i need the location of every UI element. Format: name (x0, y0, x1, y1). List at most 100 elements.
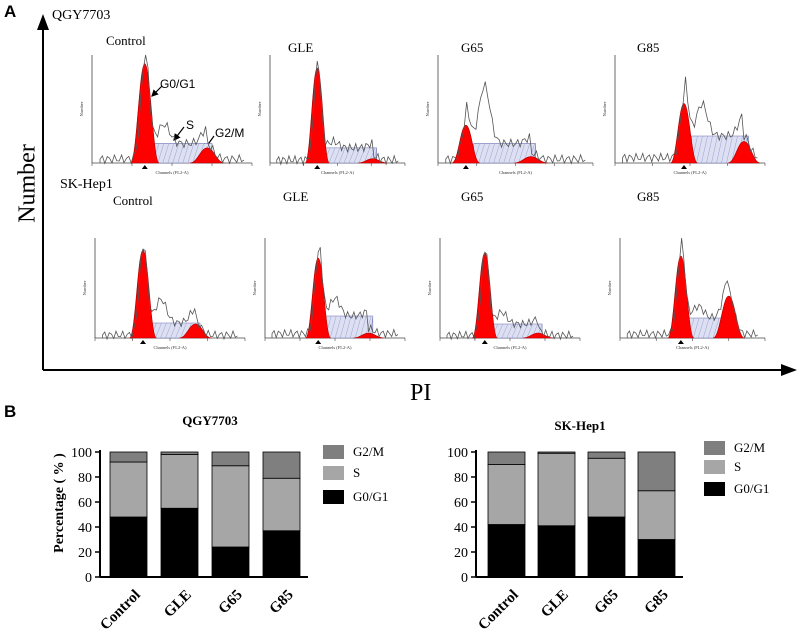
histogram-g0g1-peak (130, 63, 160, 164)
bar-chart-category-label: G85 (642, 587, 672, 617)
histogram-g2m-peak (712, 295, 745, 339)
histogram-marker (677, 340, 684, 344)
hist-title-qgy-g65: G65 (461, 40, 484, 55)
histogram-s-hatch (696, 135, 703, 164)
histogram-s-hatch (478, 143, 485, 164)
bar-chart-y-tick-label: 20 (78, 546, 92, 561)
histogram-trace (102, 248, 238, 341)
histogram-g2m-peak (353, 332, 384, 339)
histogram-marker (481, 340, 488, 344)
bar-segment-g0g1-g65 (211, 546, 250, 578)
legend-label-s: S (353, 465, 361, 480)
histogram-s-hatch (712, 317, 720, 339)
histogram-s-hatch (162, 143, 170, 164)
histogram-marker (462, 165, 469, 169)
histogram-g2m-peak (179, 323, 212, 339)
annotation-g0g1: G0/G1 (160, 77, 196, 91)
histogram-g0g1-peak (451, 124, 481, 164)
histogram-s-hatch (506, 323, 514, 339)
histogram-marker (315, 340, 322, 344)
histogram-s-hatch (702, 317, 710, 339)
bar-chart-category-label: G85 (267, 587, 297, 617)
bar-segment-g0g1-g85 (262, 530, 301, 578)
histogram-s-hatch (513, 143, 520, 164)
histogram-trace (271, 247, 399, 339)
bar-chart-category-label: GLE (161, 587, 195, 621)
histogram-x-label: Channels (FL2-A) (153, 345, 187, 350)
panel-a-x-axis-title: PI (410, 380, 432, 406)
bar-charts: 0 20 40 60 80 100 Control GLE G65 G85 0 20 40 60 80 100… (71, 446, 683, 633)
histogram-y-label: Number (257, 101, 262, 116)
histogram-s-hatch (329, 315, 337, 339)
bar-chart-y-tick-label: 60 (454, 496, 468, 511)
histogram-s-hatch (493, 143, 500, 164)
histogram-s-hatch (498, 143, 505, 164)
histogram-s-hatch (328, 147, 336, 164)
histogram-4: Channels (FL2-A) Number (602, 55, 766, 175)
bar-chart-y-tick-label: 100 (447, 446, 468, 461)
bar-segment-g0g1-control (487, 524, 526, 578)
bar-chart-y-tick-label: 40 (454, 521, 468, 536)
bar-segment-s-control (487, 464, 526, 525)
histogram-trace (99, 54, 245, 165)
bar-segment-g2m-g85 (262, 451, 301, 479)
histogram-s-hatch (353, 147, 361, 164)
histogram-s-hatch (160, 322, 167, 339)
bar-segment-s-gle (160, 454, 199, 509)
histogram-5: Channels (FL2-A) Number (82, 238, 246, 350)
histogram-s-hatch (182, 143, 190, 164)
histogram-s-hatch (508, 143, 515, 164)
histogram-s-hatch (167, 143, 175, 164)
hist-title-sk-gle: GLE (283, 189, 309, 204)
bar-chart-2: 0 20 40 60 80 100 Control GLE G65 G85 (447, 446, 683, 633)
bar-segment-g0g1-gle (537, 525, 576, 578)
bar-chart-category-label: G65 (592, 587, 622, 617)
bar-segment-g2m-g65 (587, 451, 626, 459)
histogram-s-hatch (170, 322, 177, 339)
histogram-2: Channels (FL2-A) Number (257, 55, 406, 175)
histogram-y-label: Number (602, 101, 607, 116)
histogram-trace (276, 60, 399, 166)
annotation-s: S (186, 118, 195, 132)
legend-2-g0g1: G0/G1 (704, 481, 769, 497)
histogram-s-hatch (697, 317, 705, 339)
bar-chart-y-tick-label: 80 (454, 471, 468, 486)
histogram-s-hatch (177, 143, 185, 164)
histogram-s-hatch (338, 147, 346, 164)
panel-a-letter: A (4, 2, 17, 21)
histogram-y-label: Number (607, 280, 612, 295)
bar-segment-g2m-control (487, 451, 526, 465)
bar-chart-y-tick-label: 100 (71, 446, 92, 461)
histogram-s-hatch (344, 315, 352, 339)
histogram-s-hatch (363, 147, 371, 164)
histogram-g0g1-peak (471, 252, 498, 339)
histogram-s-hatch (526, 323, 534, 339)
histogram-y-label: Number (425, 101, 430, 116)
histogram-g0g1-peak (670, 103, 698, 164)
x-axis-arrowhead (781, 364, 797, 376)
histogram-g0g1-peak (305, 257, 332, 339)
histogram-s-hatch (726, 135, 733, 164)
legend-swatch-g2m (323, 445, 344, 459)
bar-segment-g0g1-control (109, 516, 148, 578)
histogram-s-hatch (155, 322, 162, 339)
bar-chart-1: 0 20 40 60 80 100 Control GLE G65 G85 (71, 446, 308, 633)
bar-segment-s-g65 (587, 457, 626, 518)
arrow-s (173, 126, 185, 141)
histogram-trace (445, 81, 586, 165)
histogram-x-label: Channels (FL2-A) (499, 170, 533, 175)
bar-segment-g2m-gle (160, 451, 199, 455)
histogram-y-label: Number (427, 280, 432, 295)
histogram-7: Channels (FL2-A) Number (427, 238, 581, 350)
histogram-x-label: Channels (FL2-A) (673, 170, 707, 175)
bar-segment-s-g65 (211, 465, 250, 548)
histogram-s-hatch (488, 143, 495, 164)
histogram-y-label: Number (82, 280, 87, 295)
histogram-s-hatch (334, 315, 342, 339)
legend-label-g2m: G2/M (734, 440, 766, 455)
legend-swatch-s (704, 460, 725, 474)
histogram-marker (140, 340, 146, 344)
histogram-g2m-peak (727, 141, 761, 164)
hist-title-sk-control: Control (113, 193, 153, 208)
hist-title-qgy-gle: GLE (288, 40, 314, 55)
